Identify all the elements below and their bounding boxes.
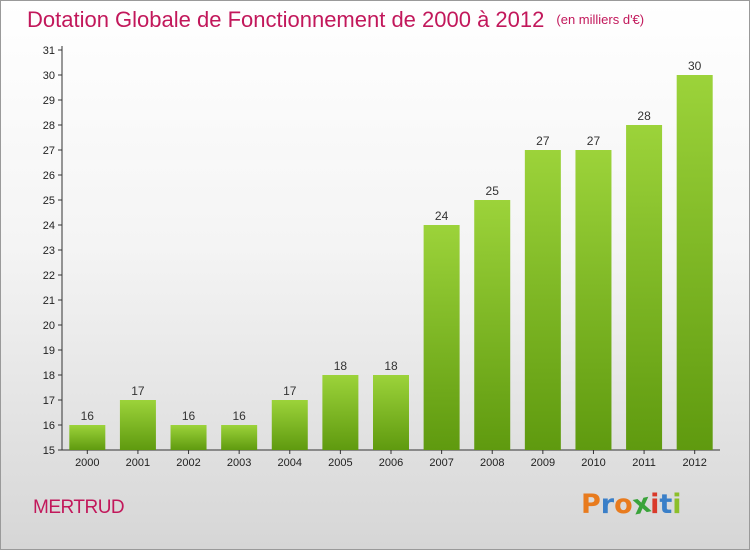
data-label: 18 [334,359,348,373]
bar [423,225,460,450]
x-tick-label: 2010 [581,457,605,469]
x-tick-label: 2009 [531,457,555,469]
y-tick-label: 25 [43,195,55,207]
y-tick-label: 17 [43,395,55,407]
y-tick-label: 19 [43,345,55,357]
bar [626,125,663,450]
bar [69,425,106,450]
data-label: 28 [637,109,651,123]
logo-letter: P [581,489,601,520]
y-tick-label: 24 [43,220,55,232]
logo-letter: r [600,489,615,520]
unit-label: (en milliers d'€) [556,12,645,27]
x-tick-label: 2000 [75,457,99,469]
logo-letter: i [650,489,660,520]
commune-name: MERTRUD [33,497,125,518]
x-tick-label: 2008 [480,457,504,469]
x-tick-label: 2004 [278,457,302,469]
bar [524,150,561,450]
y-tick-label: 23 [43,245,55,257]
bar [322,375,359,450]
x-tick-label: 2005 [328,457,352,469]
logo-letter: i [672,489,682,520]
y-tick-label: 21 [43,295,55,307]
bar [373,375,409,450]
chart-title: Dotation Globale de Fonctionnement de 20… [27,7,644,33]
data-label: 16 [81,409,95,423]
data-label: 16 [182,409,196,423]
bar [575,150,612,450]
logo-letter: o [614,489,633,520]
bar [221,425,258,450]
x-tick-label: 2007 [429,457,453,469]
proxiti-logo: Proxiti [581,488,682,522]
data-label: 16 [232,409,246,423]
x-tick-label: 2011 [632,457,656,469]
y-tick-label: 18 [43,370,55,382]
x-tick-label: 2012 [682,457,706,469]
y-tick-label: 29 [43,95,55,107]
x-tick-label: 2002 [176,457,200,469]
data-label: 17 [283,384,297,398]
y-tick-label: 22 [43,270,55,282]
y-tick-label: 28 [43,120,55,132]
data-label: 30 [688,59,702,73]
data-label: 18 [384,359,398,373]
data-label: 24 [435,209,449,223]
data-label: 27 [587,134,601,148]
x-tick-label: 2001 [126,457,150,469]
y-tick-label: 30 [43,70,55,82]
logo-letter: t [659,489,673,520]
data-label: 25 [486,184,500,198]
y-tick-label: 16 [43,420,55,432]
y-tick-label: 20 [43,320,55,332]
data-label: 27 [536,134,550,148]
y-tick-label: 31 [43,45,55,57]
bar [676,75,713,450]
tick-labels: 15 16 17 18 19 20 21 22 23 24 25 26 27 28 29 30 31 2000 20… [43,45,707,469]
y-tick-label: 26 [43,170,55,182]
bar [271,400,308,450]
bar [119,400,156,450]
data-labels: 16 17 16 16 17 18 18 24 25 27 27 28 30 [81,59,702,423]
x-tick-label: 2006 [379,457,403,469]
bars [69,75,713,450]
y-tick-label: 15 [43,445,55,457]
data-label: 17 [131,384,145,398]
title-text: Dotation Globale de Fonctionnement de 20… [27,7,545,32]
x-tick-label: 2003 [227,457,251,469]
y-tick-label: 27 [43,145,55,157]
bar [474,200,511,450]
bar [170,425,207,450]
